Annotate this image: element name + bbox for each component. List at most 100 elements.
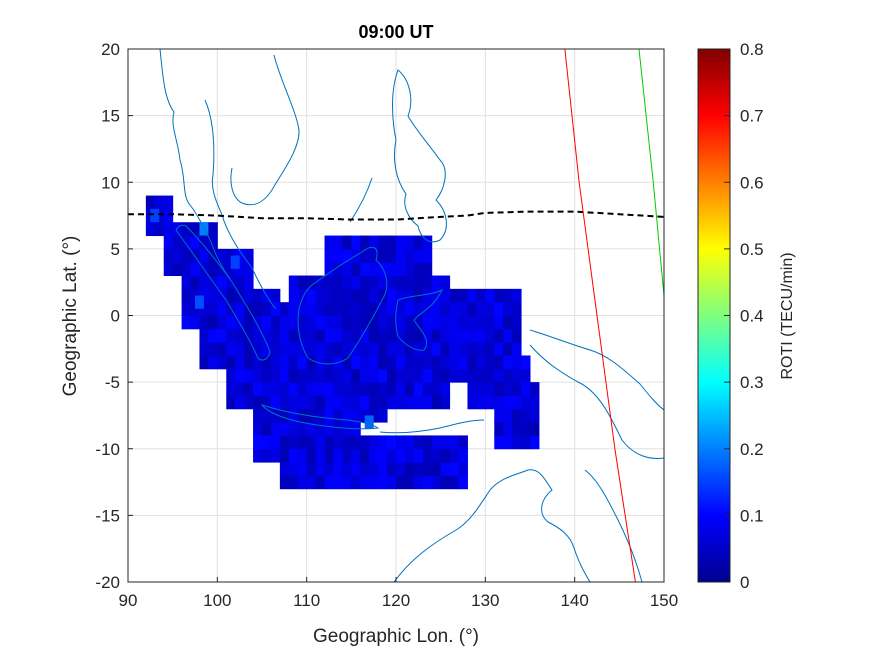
roti-cell: [503, 315, 513, 330]
roti-cell: [217, 248, 227, 263]
roti-cell: [235, 302, 245, 316]
roti-cell: [342, 328, 352, 343]
roti-cell: [342, 408, 352, 423]
roti-cell: [413, 275, 424, 290]
roti-cell: [342, 302, 352, 316]
roti-cell: [145, 222, 156, 237]
roti-cell: [467, 342, 477, 356]
roti-cell: [253, 422, 263, 436]
roti-cell: [288, 275, 299, 290]
roti-cell: [512, 288, 522, 303]
roti-cell: [503, 435, 513, 450]
roti-cell: [235, 368, 245, 383]
roti-cell: [333, 395, 343, 410]
roti-cell: [530, 395, 540, 410]
roti-cell: [387, 262, 397, 277]
roti-cell: [404, 315, 415, 330]
roti-cell: [521, 435, 531, 450]
roti-cell: [476, 395, 486, 410]
roti-cell: [503, 328, 513, 343]
roti-cell: [396, 448, 406, 463]
roti-cell: [440, 435, 451, 450]
roti-cell: [279, 475, 290, 490]
roti-cell: [458, 328, 468, 343]
roti-cell: [262, 368, 272, 383]
roti-cell: [396, 275, 406, 290]
roti-cell: [476, 328, 486, 343]
roti-cell: [413, 435, 424, 450]
roti-cell: [342, 395, 352, 410]
roti-cell: [226, 262, 236, 277]
coastlines: [159, 49, 664, 582]
roti-cell: [387, 235, 397, 250]
roti-cell: [279, 355, 290, 370]
roti-cell: [404, 435, 415, 450]
roti-cell: [288, 302, 299, 316]
roti-cell: [369, 448, 379, 463]
roti-cell: [440, 315, 451, 330]
roti-cell: [270, 408, 281, 423]
y-tick-label: -5: [105, 373, 120, 392]
roti-cell: [306, 435, 317, 450]
roti-cell: [324, 462, 334, 476]
roti-cell: [279, 328, 290, 343]
roti-cell: [360, 462, 370, 476]
roti-cell: [333, 248, 343, 263]
roti-cell: [226, 395, 236, 410]
roti-cell: [333, 462, 343, 476]
roti-cell: [449, 355, 460, 370]
roti-cell: [396, 328, 406, 343]
roti-cell: [485, 315, 495, 330]
roti-cell: [297, 448, 308, 463]
roti-cell: [494, 395, 504, 410]
roti-cell: [485, 355, 495, 370]
roti-cell: [467, 395, 477, 410]
roti-cell: [324, 302, 334, 316]
roti-cell: [342, 342, 352, 356]
roti-cell: [324, 435, 334, 450]
roti-cell: [494, 422, 504, 436]
roti-cell: [306, 328, 317, 343]
roti-cell: [208, 315, 218, 330]
roti-cell: [342, 462, 352, 476]
roti-cell: [422, 262, 433, 277]
roti-cell: [440, 382, 451, 396]
roti-cell: [422, 275, 433, 290]
roti-cell: [378, 462, 388, 476]
roti-cell: [244, 275, 254, 290]
roti-cell: [270, 355, 281, 370]
roti-cell: [342, 448, 352, 463]
roti-cell: [485, 382, 495, 396]
roti-cell: [521, 382, 531, 396]
roti-cell: [440, 462, 451, 476]
y-axis-ticks: 20 15 10 5 0 -5 -10 -15 -20: [95, 40, 133, 592]
roti-cells: [145, 195, 540, 490]
roti-cell: [396, 248, 406, 263]
roti-cell: [181, 262, 192, 277]
roti-cell: [270, 288, 281, 303]
roti-cell: [253, 328, 263, 343]
roti-cell: [503, 355, 513, 370]
roti-cell: [306, 395, 317, 410]
y-tick-label: 20: [101, 40, 120, 59]
roti-cell: [324, 368, 334, 383]
roti-cell: [369, 235, 379, 250]
roti-cell: [270, 342, 281, 356]
roti-cell: [476, 302, 486, 316]
roti-cell: [333, 342, 343, 356]
roti-cell: [279, 408, 290, 423]
roti-cell: [396, 435, 406, 450]
roti-cell: [360, 475, 370, 490]
roti-cell: [226, 342, 236, 356]
roti-cell: [404, 262, 415, 277]
roti-cell: [413, 368, 424, 383]
roti-cell: [351, 462, 361, 476]
roti-cell: [235, 328, 245, 343]
roti-hotspot-cell: [195, 295, 204, 309]
roti-cell: [199, 288, 209, 303]
roti-cell: [324, 448, 334, 463]
roti-cell: [449, 435, 460, 450]
roti-cell: [297, 462, 308, 476]
roti-cell: [306, 288, 317, 303]
roti-cell: [369, 302, 379, 316]
